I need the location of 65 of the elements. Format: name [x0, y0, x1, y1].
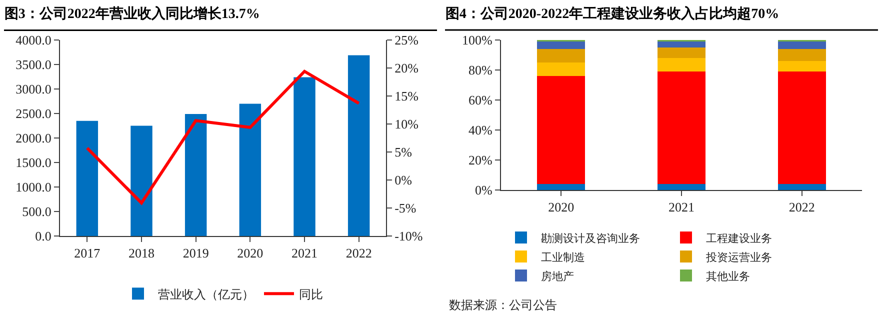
chart-title: 图3：公司2022年营业收入同比增长13.7%	[4, 6, 260, 22]
bar	[657, 72, 706, 184]
legend-label: 营业收入（亿元）	[158, 287, 254, 302]
y-tick-label: 1000.0	[16, 180, 52, 195]
bar	[348, 55, 370, 236]
y2-tick-label: -5%	[394, 200, 416, 216]
line-series	[86, 70, 360, 204]
y-tick-label: 0%	[475, 182, 493, 198]
bar	[76, 120, 98, 236]
x-tick-label: 2021	[292, 246, 318, 261]
x-tick-label: 2020	[548, 200, 574, 215]
bar	[778, 49, 826, 61]
y-tick-label: 500.0	[22, 204, 52, 220]
y-tick-label: 2000.0	[16, 130, 52, 146]
bar	[778, 72, 826, 184]
y-tick-label: 100%	[462, 32, 493, 48]
source-note: 数据来源：公司公告	[449, 298, 557, 312]
y2-tick-label: 10%	[394, 116, 419, 132]
y2-tick-label: 15%	[394, 88, 419, 104]
chart-title: 图4：公司2020-2022年工程建设业务收入占比均超70%	[445, 6, 780, 22]
legend-label: 勘测设计及咨询业务	[541, 232, 640, 245]
bar	[657, 48, 706, 58]
legend-label: 工业制造	[541, 250, 585, 264]
y2-tick-label: -10%	[394, 228, 423, 244]
y2-tick-label: 20%	[394, 60, 419, 76]
y2-tick-label: 0%	[394, 172, 412, 188]
y-tick-label: 3000.0	[16, 82, 52, 97]
y-tick-label: 0.0	[35, 228, 52, 244]
legend-label: 投资运营业务	[705, 250, 772, 264]
y-tick-label: 1500.0	[16, 155, 52, 170]
bar	[657, 42, 706, 48]
y-tick-label: 2500.0	[16, 106, 52, 122]
bar	[537, 184, 586, 190]
x-tick-label: 2018	[128, 246, 154, 261]
bar	[184, 114, 207, 236]
bar	[294, 77, 316, 236]
legend-label: 房地产	[541, 270, 574, 283]
bar	[657, 58, 706, 72]
x-tick-label: 2022	[346, 246, 372, 261]
bar	[537, 42, 586, 49]
x-tick-label: 2019	[182, 246, 209, 261]
bar	[537, 49, 586, 62]
y2-tick-label: 5%	[394, 144, 412, 160]
x-tick-label: 2021	[668, 200, 694, 215]
x-tick-label: 2022	[788, 200, 815, 215]
bar	[778, 61, 826, 72]
legend-label: 其他业务	[706, 270, 750, 283]
y-tick-label: 40%	[468, 122, 493, 138]
legend-label: 同比	[299, 287, 323, 302]
bar	[537, 76, 586, 184]
y-tick-label: 80%	[468, 62, 493, 78]
bar	[239, 104, 262, 236]
bar	[778, 184, 826, 190]
legend-label: 工程建设业务	[706, 232, 772, 245]
x-tick-label: 2020	[237, 246, 264, 261]
bar	[130, 126, 152, 236]
y-tick-label: 4000.0	[16, 32, 52, 48]
y-tick-label: 60%	[468, 92, 493, 108]
x-tick-label: 2017	[74, 246, 101, 261]
y-tick-label: 20%	[468, 152, 493, 168]
y-tick-label: 3500.0	[16, 57, 52, 72]
bar	[657, 184, 706, 190]
bar	[537, 62, 586, 76]
bar	[778, 42, 826, 49]
y2-tick-label: 25%	[394, 32, 419, 48]
